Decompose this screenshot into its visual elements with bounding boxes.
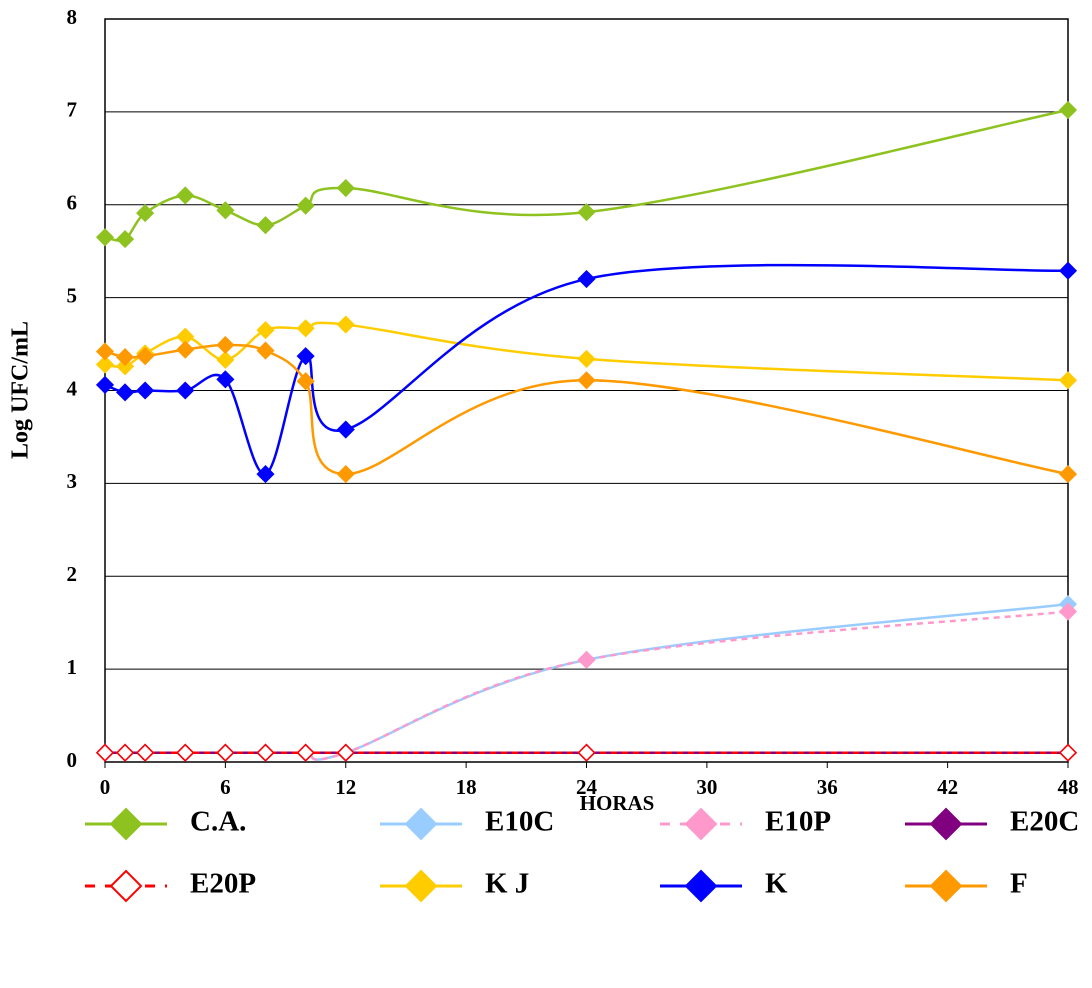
data-point: [1058, 743, 1078, 762]
data-point: [1058, 261, 1078, 280]
x-tick-label: 18: [456, 775, 477, 799]
data-point: [577, 203, 596, 222]
data-point: [1058, 100, 1078, 120]
y-tick-label: 8: [67, 5, 78, 29]
x-tick-label: 48: [1058, 775, 1079, 799]
legend-label: E20P: [190, 868, 256, 900]
data-point: [296, 743, 315, 762]
data-point: [136, 204, 155, 223]
legend-marker: [404, 807, 438, 841]
legend-label: E10P: [765, 806, 831, 838]
data-point: [136, 743, 155, 762]
data-point: [296, 372, 315, 391]
data-point: [176, 340, 195, 359]
data-point: [116, 383, 135, 402]
legend-marker: [929, 807, 963, 841]
data-point: [176, 186, 195, 205]
x-tick-label: 12: [335, 775, 356, 799]
legend-marker: [109, 869, 143, 903]
data-point: [216, 350, 235, 369]
data-point: [577, 743, 596, 762]
y-tick-label: 6: [67, 191, 78, 215]
data-point: [577, 349, 596, 368]
x-tick-label: 30: [696, 775, 717, 799]
data-point: [176, 743, 195, 762]
data-point: [116, 357, 135, 376]
data-point: [336, 178, 355, 198]
data-point: [216, 335, 235, 355]
data-point: [116, 743, 135, 762]
data-point: [116, 348, 135, 367]
data-point: [116, 230, 135, 249]
y-tick-label: 7: [67, 98, 78, 122]
y-axis-label: Log UFC/mL: [8, 321, 34, 459]
y-tick-label: 3: [67, 469, 78, 493]
x-tick-label: 24: [576, 775, 598, 799]
legend-marker: [684, 869, 718, 903]
legend-marker: [684, 807, 718, 841]
data-point: [336, 743, 355, 762]
data-point: [95, 375, 115, 394]
data-point: [577, 371, 596, 390]
data-point: [577, 650, 596, 669]
y-tick-label: 4: [67, 376, 78, 400]
data-point: [296, 347, 315, 366]
data-point: [296, 319, 315, 338]
legend-label: E20C: [1010, 806, 1079, 838]
data-point: [256, 321, 275, 340]
data-point: [1058, 602, 1078, 621]
y-tick-label: 2: [67, 562, 78, 586]
data-point: [256, 465, 275, 484]
legend-label: K J: [485, 868, 529, 900]
data-point: [256, 341, 275, 360]
series-line: [105, 610, 1069, 761]
data-point: [256, 216, 275, 235]
data-point: [95, 743, 115, 762]
data-point: [136, 347, 155, 366]
data-point: [336, 315, 355, 334]
legend-label: E10C: [485, 806, 554, 838]
x-tick-label: 36: [817, 775, 838, 799]
data-point: [577, 269, 596, 289]
legend-marker: [929, 869, 963, 903]
data-point: [1058, 465, 1078, 484]
data-point: [136, 381, 155, 400]
data-point: [216, 743, 235, 762]
data-point: [216, 201, 235, 220]
y-tick-label: 1: [67, 655, 78, 679]
x-axis-label: HORAS: [580, 791, 655, 815]
data-point: [296, 196, 315, 215]
legend-label: K: [765, 868, 788, 900]
data-point: [336, 420, 355, 439]
y-tick-label: 5: [67, 283, 78, 307]
legend-marker: [404, 869, 438, 903]
x-tick-label: 6: [220, 775, 231, 799]
x-tick-label: 0: [100, 775, 111, 799]
data-point: [176, 381, 195, 400]
x-tick-label: 42: [937, 775, 958, 799]
data-point: [336, 465, 355, 484]
legend-label: F: [1010, 868, 1028, 900]
y-tick-label: 0: [67, 748, 78, 772]
data-point: [216, 370, 235, 389]
data-point: [95, 355, 115, 374]
data-point: [95, 342, 115, 361]
legend-label: C.A.: [190, 806, 246, 838]
data-point: [256, 743, 275, 762]
data-point: [95, 228, 115, 247]
legend-marker: [109, 807, 143, 841]
data-point: [1058, 371, 1078, 390]
